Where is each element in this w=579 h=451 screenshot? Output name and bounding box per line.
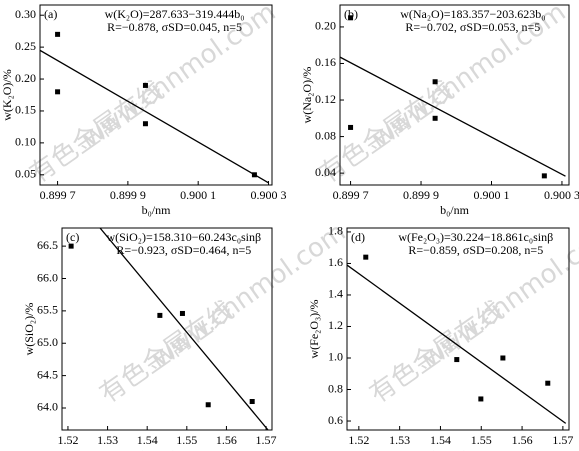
- marker: [55, 31, 61, 37]
- y-axis-label: w(Fe₂O₃)/%: [307, 299, 321, 358]
- marker: [348, 124, 354, 130]
- marker: [179, 310, 185, 316]
- y-tick-label: 0.08: [315, 128, 336, 142]
- x-tick-label: 1.54: [137, 433, 158, 447]
- marker: [348, 15, 354, 21]
- marker: [454, 357, 460, 363]
- plot-frame: [339, 4, 570, 186]
- x-tick-label: 0.900 3: [250, 188, 286, 202]
- x-tick-label: 1.52: [57, 433, 78, 447]
- x-tick-label: 1.53: [389, 433, 410, 447]
- fit-line: [340, 56, 566, 177]
- x-tick-label: 1.57: [552, 433, 573, 447]
- fit-line: [40, 49, 269, 184]
- marker: [205, 402, 211, 408]
- marker: [363, 254, 369, 260]
- marker: [432, 115, 438, 121]
- fit-line: [347, 264, 567, 424]
- x-tick-label: 0.900 3: [544, 188, 579, 202]
- panel-label: (c): [66, 230, 79, 244]
- panel-label: (b): [344, 7, 358, 21]
- x-tick-label: 1.53: [97, 433, 118, 447]
- y-tick-label: 0.30: [15, 7, 36, 21]
- annotation: w(Fe₂O₃)=30.224−18.861c₀sinβ: [398, 230, 553, 244]
- x-tick-label: 0.899 7: [333, 188, 369, 202]
- x-tick-label: 1.56: [216, 433, 237, 447]
- y-tick-label: 1.8: [328, 224, 343, 238]
- marker: [157, 312, 163, 318]
- x-axis-label: (c₀sinβ)/nm: [430, 448, 487, 451]
- y-tick-label: 0.05: [15, 167, 36, 181]
- fit-line: [99, 228, 269, 430]
- y-tick-label: 1.4: [328, 287, 343, 301]
- y-tick-label: 0.20: [15, 71, 36, 85]
- y-tick-label: 0.8: [328, 381, 343, 395]
- marker: [478, 396, 484, 402]
- y-tick-label: 65.5: [37, 303, 58, 317]
- marker: [55, 89, 61, 95]
- marker: [500, 355, 506, 361]
- y-axis-label: w(Na₂O)/%: [300, 67, 314, 124]
- y-tick-label: 1.2: [328, 318, 343, 332]
- y-axis-label: w(SiO₂)/%: [22, 303, 36, 356]
- y-tick-label: 0.20: [315, 19, 336, 33]
- x-tick-label: 1.52: [348, 433, 369, 447]
- annotation: R=−0.878, σSD=0.045, n=5: [107, 20, 242, 34]
- y-tick-label: 0.12: [315, 92, 336, 106]
- y-tick-label: 66.0: [37, 270, 58, 284]
- x-tick-label: 0.899 7: [40, 188, 76, 202]
- x-tick-label: 1.57: [256, 433, 277, 447]
- x-tick-label: 0.899 9: [110, 188, 146, 202]
- y-tick-label: 0.04: [315, 165, 336, 179]
- y-tick-label: 0.25: [15, 39, 36, 53]
- y-tick-label: 0.6: [328, 413, 343, 427]
- x-axis-label: b₀/nm: [142, 203, 172, 217]
- x-tick-label: 0.899 9: [403, 188, 439, 202]
- x-tick-label: 1.55: [176, 433, 197, 447]
- y-tick-label: 65.0: [37, 335, 58, 349]
- plot-frame: [39, 4, 273, 186]
- annotation: R=−0.859, σSD=0.208, n=5: [408, 243, 543, 257]
- y-tick-label: 1.6: [328, 255, 343, 269]
- x-axis-label: (c₀sinβ)/nm: [139, 448, 196, 451]
- marker: [545, 380, 551, 386]
- panel-label: (d): [351, 230, 365, 244]
- x-axis-label: b₀/nm: [440, 203, 470, 217]
- marker: [541, 173, 547, 179]
- marker: [142, 82, 148, 88]
- x-tick-label: 1.55: [471, 433, 492, 447]
- annotation: w(Na₂O)=183.357−203.623b₀: [400, 7, 545, 21]
- x-tick-label: 0.900 1: [473, 188, 509, 202]
- marker: [68, 243, 74, 249]
- annotation: R=−0.923, σSD=0.464, n=5: [116, 243, 251, 257]
- x-tick-label: 1.56: [512, 433, 533, 447]
- marker: [142, 121, 148, 127]
- annotation: w(K₂O)=287.633−319.444b₀: [105, 7, 245, 21]
- x-tick-label: 1.54: [430, 433, 451, 447]
- y-tick-label: 0.10: [15, 135, 36, 149]
- y-tick-label: 64.5: [37, 367, 58, 381]
- marker: [432, 79, 438, 85]
- y-tick-label: 64.0: [37, 400, 58, 414]
- panel-label: (a): [44, 7, 57, 21]
- marker: [249, 399, 255, 405]
- annotation: R=−0.702, σSD=0.053, n=5: [405, 20, 540, 34]
- y-axis-label: w(K₂O)/%: [0, 69, 14, 121]
- y-tick-label: 0.16: [315, 55, 336, 69]
- y-tick-label: 0.15: [15, 103, 36, 117]
- plot-frame: [346, 227, 570, 431]
- y-tick-label: 66.5: [37, 238, 58, 252]
- x-tick-label: 0.900 1: [180, 188, 216, 202]
- y-tick-label: 1.0: [328, 350, 343, 364]
- annotation: w(SiO₂)=158.310−60.243c₀sinβ: [106, 230, 261, 244]
- plot-frame: [61, 227, 273, 431]
